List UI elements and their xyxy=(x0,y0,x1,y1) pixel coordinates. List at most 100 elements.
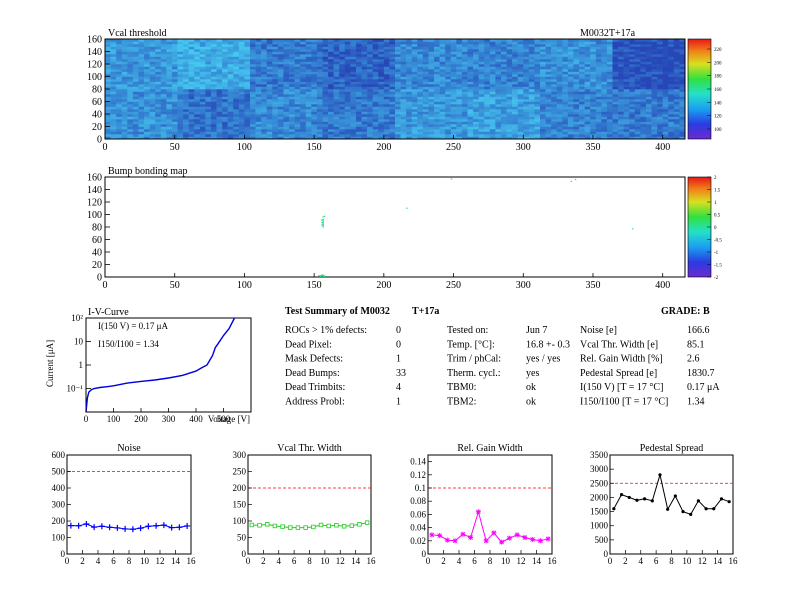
heatmap-cell xyxy=(406,86,413,90)
heatmap-cell xyxy=(372,59,379,62)
heatmap-cell xyxy=(534,71,541,75)
heatmap-cell xyxy=(411,49,418,52)
heatmap-cell xyxy=(183,74,189,77)
heatmap-cell xyxy=(355,116,362,120)
heatmap-cell xyxy=(618,69,624,72)
heatmap-cell xyxy=(584,126,591,130)
heatmap-cell xyxy=(183,136,189,140)
y-tick-label: 50 xyxy=(237,533,247,543)
heatmap-cell xyxy=(177,61,184,65)
heatmap-cell xyxy=(428,131,435,135)
heatmap-cell xyxy=(177,66,184,70)
heatmap-cell xyxy=(523,64,530,67)
heatmap-cell xyxy=(528,49,535,52)
heatmap-cell xyxy=(422,79,429,82)
heatmap-cell xyxy=(556,56,563,60)
heatmap-cell xyxy=(411,84,418,87)
heatmap-cell xyxy=(495,74,502,77)
heatmap-cell xyxy=(121,109,128,112)
heatmap-cell xyxy=(277,106,284,110)
heatmap-cell xyxy=(372,91,379,95)
heatmap-cell xyxy=(110,119,117,122)
heatmap-cell xyxy=(428,76,435,80)
heatmap-cell xyxy=(227,134,234,137)
heatmap-cell xyxy=(205,66,212,70)
heatmap-cell xyxy=(160,59,167,62)
heatmap-cell xyxy=(657,136,663,140)
heatmap-cell xyxy=(372,131,379,135)
heatmap-cell xyxy=(484,41,491,45)
heatmap-cell xyxy=(199,91,206,95)
heatmap-cell xyxy=(584,89,591,92)
heatmap-cell xyxy=(579,109,585,112)
heatmap-cell xyxy=(623,84,630,87)
heatmap-cell xyxy=(534,89,541,92)
heatmap-cell xyxy=(367,86,373,90)
heatmap-cell xyxy=(673,89,680,92)
heatmap-cell xyxy=(339,86,346,90)
heatmap-cell xyxy=(177,64,184,67)
heatmap-cell xyxy=(199,124,206,127)
heatmap-cell xyxy=(629,129,636,132)
heatmap-cell xyxy=(233,126,240,130)
heatmap-cell xyxy=(567,94,574,97)
heatmap-cell xyxy=(512,116,518,120)
heatmap-cell xyxy=(155,84,162,87)
heatmap-cell xyxy=(450,54,457,57)
heatmap-cell xyxy=(166,84,173,87)
heatmap-cell xyxy=(316,79,323,82)
heatmap-cell xyxy=(121,86,128,90)
heatmap-cell xyxy=(155,54,162,57)
heatmap-cell xyxy=(350,39,357,42)
heatmap-cell xyxy=(177,49,184,52)
heatmap-cell xyxy=(188,69,195,72)
heatmap-cell xyxy=(567,79,574,82)
heatmap-cell xyxy=(601,96,608,100)
heatmap-cell xyxy=(606,91,613,95)
heatmap-cell xyxy=(618,84,624,87)
heatmap-cell xyxy=(160,129,167,132)
heatmap-cell xyxy=(227,54,234,57)
heatmap-cell xyxy=(244,129,251,132)
heatmap-cell xyxy=(199,39,206,42)
heatmap-cell xyxy=(205,111,212,115)
heatmap-cell xyxy=(289,96,295,100)
heatmap-cell xyxy=(629,116,636,120)
heatmap-cell xyxy=(473,61,479,65)
heatmap-cell xyxy=(450,81,457,85)
heatmap-cell xyxy=(640,121,647,125)
heatmap-cell xyxy=(640,79,647,82)
heatmap-cell xyxy=(222,41,228,45)
heatmap-cell xyxy=(679,59,686,62)
heatmap-cell xyxy=(679,104,686,107)
heatmap-cell xyxy=(110,131,117,135)
heatmap-cell xyxy=(132,89,139,92)
heatmap-cell xyxy=(311,89,318,92)
heatmap-cell xyxy=(339,61,346,65)
heatmap-cell xyxy=(355,86,362,90)
heatmap-cell xyxy=(517,101,524,105)
heatmap-cell xyxy=(311,69,318,72)
heatmap-cell xyxy=(238,74,245,77)
heatmap-cell xyxy=(495,134,502,137)
heatmap-cell xyxy=(573,96,580,100)
heatmap-cell xyxy=(383,79,390,82)
heatmap-cell xyxy=(344,136,351,140)
heatmap-cell xyxy=(512,46,518,50)
heatmap-cell xyxy=(305,81,312,85)
heatmap-cell xyxy=(467,69,474,72)
heatmap-cell xyxy=(233,56,240,60)
heatmap-cell xyxy=(216,51,223,55)
heatmap-cell xyxy=(634,101,641,105)
heatmap-cell xyxy=(439,124,446,127)
heatmap-cell xyxy=(199,121,206,125)
heatmap-cell xyxy=(500,129,507,132)
heatmap-cell xyxy=(311,41,318,45)
heatmap-cell xyxy=(305,109,312,112)
heatmap-cell xyxy=(300,61,307,65)
heatmap-cell xyxy=(612,74,619,77)
heatmap-cell xyxy=(567,91,574,95)
heatmap-cell xyxy=(612,119,619,122)
heatmap-cell xyxy=(406,71,413,75)
dead-bump-point xyxy=(323,215,326,217)
